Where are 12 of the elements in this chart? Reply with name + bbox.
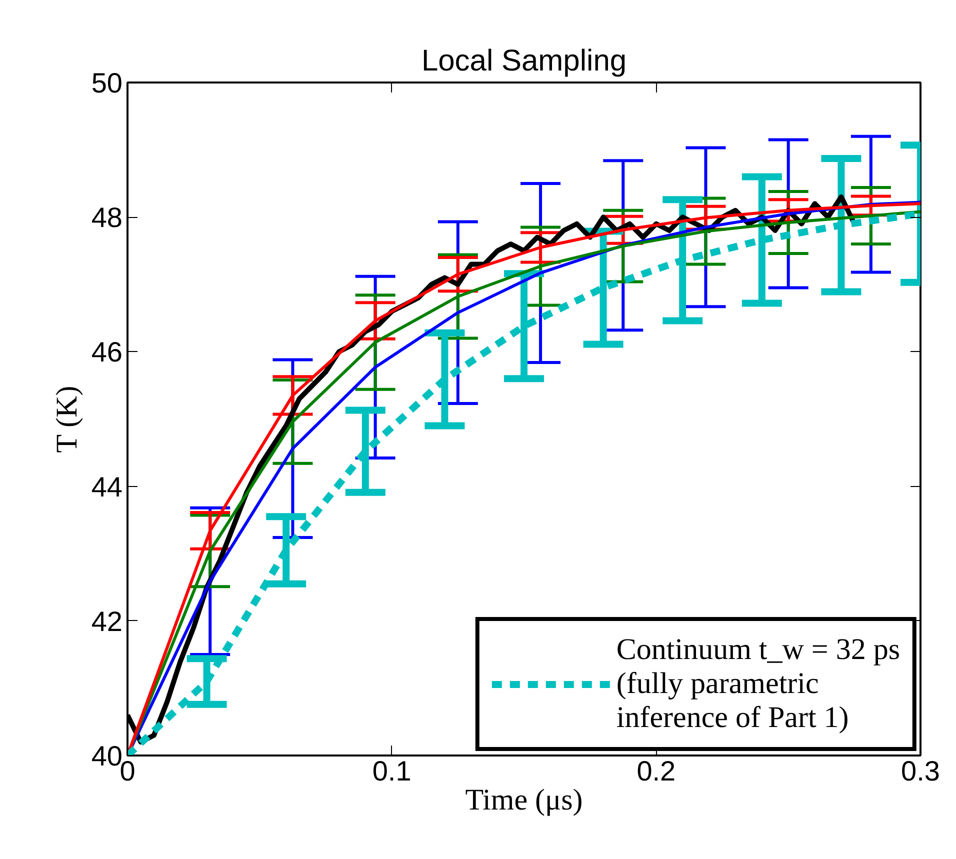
y-tick-label: 44: [91, 471, 123, 502]
y-tick-label: 42: [91, 606, 123, 637]
x-tick-label: 0.3: [901, 756, 940, 786]
y-tick-label: 46: [91, 336, 123, 368]
legend-label: Continuum t_w = 32 ps (fully parametric inference of Part 1): [616, 633, 900, 735]
chart-title: Local Sampling: [421, 44, 627, 78]
x-axis-title: Time (μs): [465, 784, 583, 816]
x-tick-label: 0.2: [636, 756, 676, 786]
y-axis-title: T (K): [50, 386, 84, 453]
y-tick-label: 48: [91, 202, 123, 234]
x-tick-label: 0.1: [372, 756, 412, 786]
y-tick-label: 50: [91, 68, 123, 98]
